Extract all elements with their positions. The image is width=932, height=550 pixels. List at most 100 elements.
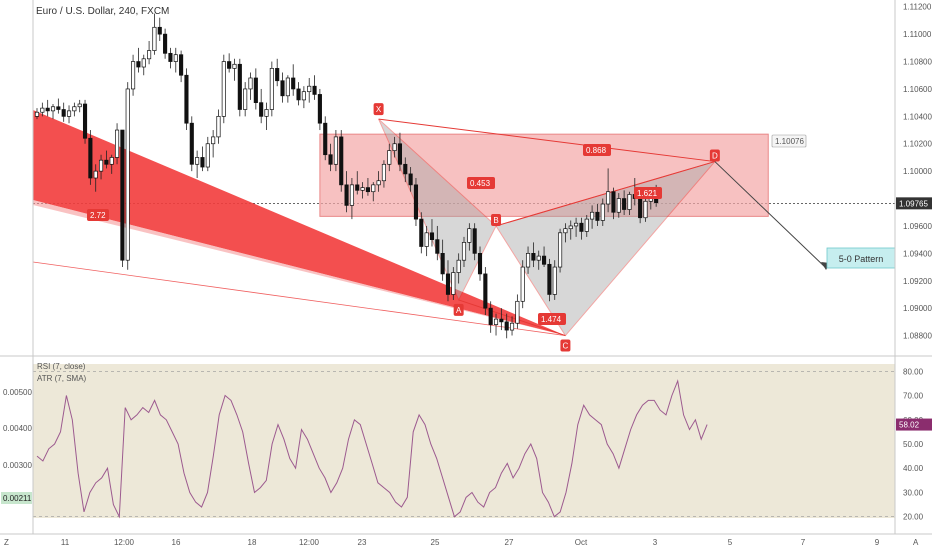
candle-down <box>429 232 435 241</box>
candle-up <box>125 88 130 261</box>
candle-up <box>93 170 98 179</box>
candle-up <box>360 187 365 191</box>
candle-down <box>120 129 125 261</box>
candle-down <box>365 187 370 193</box>
candle-down <box>397 143 403 165</box>
candle-up <box>173 54 178 62</box>
candle-down <box>445 273 451 295</box>
fan-ratio-label: 2.72 <box>90 211 106 220</box>
time-tick-label: 9 <box>875 538 880 547</box>
candle-down <box>403 163 408 175</box>
candle-down <box>280 80 285 97</box>
time-tick-label: 23 <box>358 538 367 547</box>
candle-up <box>584 218 589 232</box>
ratio-xd-tag <box>583 144 611 156</box>
candle-up <box>50 106 56 112</box>
candle-down <box>291 77 296 90</box>
candle-down <box>531 253 536 261</box>
time-tick-label: 27 <box>505 538 514 547</box>
candle-up <box>456 259 461 273</box>
candle-up <box>371 184 376 193</box>
candle-up <box>590 211 595 220</box>
candle-down <box>638 198 643 219</box>
candle-up <box>115 129 120 158</box>
candle-down <box>82 103 88 139</box>
candle-up <box>131 61 136 90</box>
fan-band-lower <box>33 200 566 336</box>
price-tick-label: 1.11000 <box>903 30 932 39</box>
candles <box>34 13 659 339</box>
candle-up <box>574 222 579 227</box>
fan-ratio-tag <box>87 209 109 221</box>
candle-down <box>237 63 242 110</box>
candle-up <box>307 85 312 93</box>
candle-up <box>221 61 226 117</box>
time-tick-label: 12:00 <box>114 538 135 547</box>
price-tick-label: 1.10600 <box>903 85 932 94</box>
candle-down <box>542 255 547 265</box>
candle-up <box>264 109 269 117</box>
rsi-tick-label: 30.00 <box>903 488 924 497</box>
time-tick-label: Oct <box>575 538 588 547</box>
candle-down <box>472 228 477 254</box>
candle-down <box>339 136 344 186</box>
target-box-label: 5-0 Pattern <box>839 254 884 264</box>
price-tick-label: 1.09600 <box>903 222 932 231</box>
candle-down <box>88 137 93 179</box>
candle-up <box>211 136 216 145</box>
fan-band-upper <box>33 110 566 336</box>
point-c-tag <box>560 339 571 352</box>
ratio-ac-tag <box>538 313 566 325</box>
rsi-tick-label: 80.00 <box>903 367 924 376</box>
candle-up <box>333 136 338 165</box>
candle-down <box>477 253 483 275</box>
candle-up <box>461 242 467 261</box>
candle-down <box>323 122 328 156</box>
time-tick-label: 18 <box>248 538 257 547</box>
point-b-label: B <box>493 216 498 225</box>
current-price-label: 1.09765 <box>899 199 928 208</box>
candle-down <box>45 107 50 112</box>
time-tick-label: 25 <box>431 538 440 547</box>
candle-up <box>493 318 499 325</box>
candle-up <box>216 115 221 138</box>
candle-down <box>317 94 322 124</box>
candle-up <box>349 184 354 206</box>
price-tick-label: 1.08800 <box>903 332 932 341</box>
pattern-labels: X A B C D 0.453 1.474 1.621 0.868 1.10076 5-0 Patt… <box>373 103 896 352</box>
candle-down <box>440 253 445 275</box>
candle-down <box>104 159 109 165</box>
time-tick-label: 16 <box>172 538 181 547</box>
price-tick-label: 1.09400 <box>903 249 932 258</box>
atr-label: ATR (7, SMA) <box>37 374 87 383</box>
rsi-tick-label: 20.00 <box>903 513 924 522</box>
point-c-label: C <box>563 342 569 351</box>
price-tick-label: 1.10400 <box>903 112 932 121</box>
candle-up <box>152 26 157 51</box>
candle-down <box>61 109 66 117</box>
rsi-label: RSI (7, close) <box>37 362 86 371</box>
candle-up <box>376 180 381 186</box>
price-tick-label: 1.10000 <box>903 167 932 176</box>
atr-tick-label: 0.00400 <box>3 424 32 433</box>
candle-down <box>179 54 184 76</box>
candle-down <box>622 198 627 210</box>
candle-down <box>184 74 189 124</box>
candle-down <box>200 157 205 168</box>
candle-up <box>147 50 152 60</box>
candle-up <box>467 228 472 243</box>
ratio-bd-tag <box>634 187 662 199</box>
current-price-tag <box>896 197 932 210</box>
candle-down <box>611 191 616 213</box>
candle-down <box>344 184 349 206</box>
candle-up <box>243 88 248 110</box>
rsi-tick-label: 50.00 <box>903 440 924 449</box>
rsi-current-label: 58.02 <box>899 421 920 430</box>
candle-down <box>253 77 258 103</box>
pattern-xd-line <box>378 118 715 163</box>
chart-title: Euro / U.S. Dollar, 240, FXCM <box>36 6 170 17</box>
candle-down <box>488 307 493 325</box>
candle-down <box>419 218 424 247</box>
candle-up <box>643 200 648 219</box>
candle-down <box>163 33 168 54</box>
